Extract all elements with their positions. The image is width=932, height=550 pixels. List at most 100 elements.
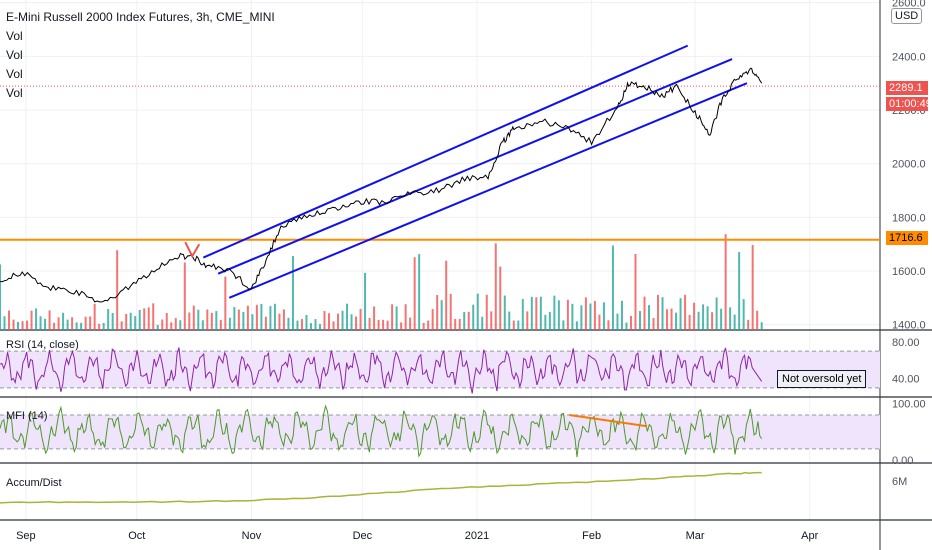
volume-bar <box>134 316 137 330</box>
accum-pane-title: Accum/Dist <box>6 477 62 489</box>
volume-bar <box>638 311 641 330</box>
volume-bar <box>170 322 173 330</box>
volume-bar <box>98 323 101 330</box>
volume-bar <box>188 312 191 330</box>
price-line <box>0 67 763 303</box>
volume-bar <box>503 295 506 330</box>
volume-bar <box>684 294 687 330</box>
accum-tick-label: 6M <box>892 476 907 488</box>
y-tick-label: 2000.0 <box>892 159 926 171</box>
volume-bar <box>508 311 511 330</box>
volume-bar <box>125 313 128 330</box>
volume-bar <box>323 311 326 330</box>
mfi-tick-label: 0.00 <box>892 455 913 467</box>
volume-bar <box>251 314 254 330</box>
volume-bar <box>165 312 168 330</box>
volume-bar <box>751 245 754 330</box>
volume-bar <box>116 250 119 330</box>
x-tick-label: Feb <box>582 530 601 542</box>
volume-bar <box>494 243 497 330</box>
volume-bar <box>467 311 470 330</box>
volume-bar <box>233 307 236 330</box>
volume-bar <box>138 309 141 330</box>
volume-bar <box>413 257 416 330</box>
volume-bar <box>89 316 92 330</box>
volume-bar <box>702 304 705 330</box>
hline-value-tag: 1716.6 <box>886 231 928 245</box>
x-tick-label: Nov <box>242 530 262 542</box>
rsi-band <box>0 351 880 388</box>
volume-bar <box>657 294 660 330</box>
volume-bar <box>548 311 551 330</box>
volume-bar <box>697 311 700 330</box>
trend-channel-line <box>202 44 689 259</box>
volume-bar <box>57 317 60 330</box>
volume-bar <box>129 312 132 330</box>
volume-bar <box>675 312 678 330</box>
volume-bar <box>237 309 240 330</box>
volume-bar <box>616 313 619 330</box>
volume-bar <box>355 316 358 330</box>
vol-label: Vol <box>6 86 23 100</box>
volume-bar <box>161 319 164 330</box>
volume-bar <box>544 314 547 330</box>
x-tick-label: 2021 <box>465 530 489 542</box>
volume-bar <box>526 311 529 330</box>
rsi-tick-label: 80.00 <box>892 337 920 349</box>
trend-channel-line <box>228 82 748 299</box>
volume-bar <box>395 306 398 330</box>
volume-bar <box>756 310 759 330</box>
volume-bar <box>593 301 596 330</box>
volume-bar <box>21 321 24 330</box>
volume-bar <box>102 323 105 330</box>
volume-bar <box>368 317 371 330</box>
volume-bar <box>44 318 47 330</box>
volume-bar <box>210 312 213 330</box>
volume-bar <box>517 320 520 330</box>
rsi-annotation-note: Not oversold yet <box>777 370 867 388</box>
annotation-arrow <box>184 241 201 259</box>
volume-bar <box>314 319 317 330</box>
volume-bar <box>512 320 515 330</box>
currency-badge[interactable]: USD <box>891 8 923 24</box>
volume-bar <box>580 305 583 330</box>
volume-bar <box>255 304 258 330</box>
volume-bar <box>350 314 353 330</box>
volume-bar <box>427 320 430 330</box>
volume-bar <box>84 316 87 330</box>
volume-bar <box>436 295 439 330</box>
volume-bar <box>539 296 542 330</box>
volume-bar <box>183 262 186 330</box>
volume-bar <box>93 303 96 330</box>
x-tick-label: Oct <box>128 530 145 542</box>
rsi-line <box>0 347 763 394</box>
volume-bar <box>666 309 669 330</box>
volume-bar <box>264 316 267 330</box>
volume-bar <box>71 317 74 330</box>
volume-bar <box>80 322 83 330</box>
vol-label: Vol <box>6 48 23 62</box>
volume-bar <box>48 310 51 330</box>
volume-bar <box>382 319 385 330</box>
volume-bar <box>332 321 335 330</box>
volume-bar <box>711 312 714 330</box>
volume-bar <box>269 306 272 330</box>
volume-bar <box>62 312 65 330</box>
volume-bar <box>521 299 524 330</box>
volume-bar <box>26 320 29 330</box>
volume-bar <box>557 300 560 330</box>
volume-bar <box>328 313 331 330</box>
volume-bar <box>490 311 493 330</box>
volume-bar <box>30 310 33 330</box>
volume-bar <box>688 314 691 330</box>
volume-bar <box>197 309 200 330</box>
x-tick-label: Mar <box>686 530 705 542</box>
volume-bar <box>8 310 11 330</box>
volume-bar <box>661 297 664 330</box>
volume-bar <box>219 319 222 330</box>
volume-bar <box>215 311 218 330</box>
volume-bar <box>377 319 380 330</box>
volume-bar <box>724 234 727 330</box>
x-tick-label: Sep <box>16 530 36 542</box>
